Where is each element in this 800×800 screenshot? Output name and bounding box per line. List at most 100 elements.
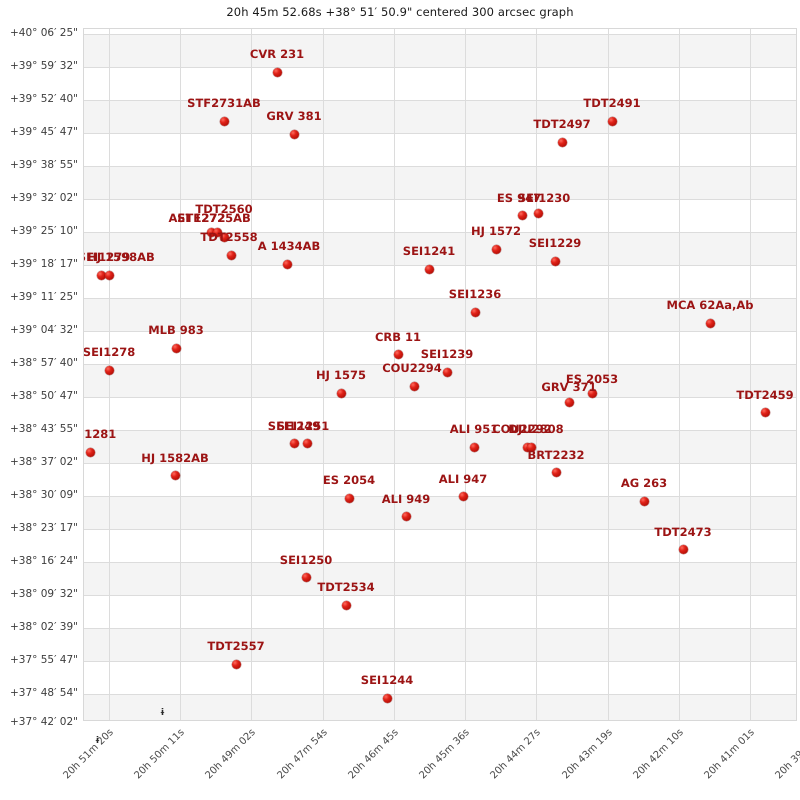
star-label: TDT2491 <box>583 96 641 110</box>
star-label: TDT2558 <box>200 230 258 244</box>
gridline-horizontal <box>84 67 796 68</box>
star-label: GRV 371 <box>541 380 597 394</box>
star-marker[interactable] <box>401 511 411 521</box>
gridline-vertical <box>394 29 395 720</box>
row-band <box>84 496 796 529</box>
star-marker[interactable] <box>550 256 560 266</box>
star-marker[interactable] <box>301 572 311 582</box>
star-marker[interactable] <box>206 227 216 237</box>
star-marker[interactable] <box>219 116 229 126</box>
star-marker[interactable] <box>705 318 715 328</box>
gridline-horizontal <box>84 199 796 200</box>
star-marker[interactable] <box>760 407 770 417</box>
star-marker[interactable] <box>336 388 346 398</box>
star-label: SEI1249 <box>267 419 321 433</box>
star-marker[interactable] <box>424 264 434 274</box>
y-axis-tick-label: +39° 45′ 47" <box>9 126 78 138</box>
gridline-horizontal <box>84 265 796 266</box>
star-marker[interactable] <box>526 442 536 452</box>
gridline-horizontal <box>84 529 796 530</box>
star-marker[interactable] <box>96 270 106 280</box>
gridline-vertical <box>465 29 466 720</box>
star-marker[interactable] <box>289 438 299 448</box>
star-marker[interactable] <box>587 388 597 398</box>
star-label: DJU2808 <box>508 422 564 436</box>
star-marker[interactable] <box>393 349 403 359</box>
row-band <box>84 430 796 463</box>
star-label: TDT2560 <box>195 202 253 216</box>
star-marker[interactable] <box>289 129 299 139</box>
star-label: CRB 11 <box>374 330 422 344</box>
gridline-horizontal <box>84 364 796 365</box>
gridline-horizontal <box>84 628 796 629</box>
y-axis-tick-label: +38° 23′ 17" <box>9 522 78 534</box>
star-marker[interactable] <box>533 208 543 218</box>
star-marker[interactable] <box>557 137 567 147</box>
star-marker[interactable] <box>564 397 574 407</box>
star-marker[interactable] <box>409 381 419 391</box>
star-marker[interactable] <box>607 116 617 126</box>
gridline-horizontal <box>84 463 796 464</box>
y-axis-tick-label: +38° 50′ 47" <box>9 390 78 402</box>
star-marker[interactable] <box>341 600 351 610</box>
star-marker[interactable] <box>470 307 480 317</box>
x-axis-tick-label: 20h 49m 02s <box>203 727 258 782</box>
star-marker[interactable] <box>517 210 527 220</box>
y-axis-tick-label: +38° 57′ 40" <box>9 357 78 369</box>
star-marker[interactable] <box>226 250 236 260</box>
star-marker[interactable] <box>382 693 392 703</box>
row-band <box>84 232 796 265</box>
y-axis-tick-label: +38° 09′ 32" <box>9 588 78 600</box>
star-label: STF2731AB <box>187 96 261 110</box>
y-axis-tick-label: +39° 18′ 17" <box>9 258 78 270</box>
star-marker[interactable] <box>104 270 114 280</box>
star-marker[interactable] <box>282 259 292 269</box>
y-axis-tick-label: +39° 59′ 32" <box>9 60 78 72</box>
star-label: TDT2459 <box>736 388 794 402</box>
star-label: TDT2473 <box>654 525 712 539</box>
star-marker[interactable] <box>491 244 501 254</box>
star-marker[interactable] <box>170 470 180 480</box>
chart-title: 20h 45m 52.68s +38° 51′ 50.9" centered 3… <box>226 5 574 19</box>
row-band <box>84 364 796 397</box>
star-label: HJ 1582AB <box>141 451 209 465</box>
y-axis-tick-label: +39° 32′ 02" <box>9 192 78 204</box>
star-marker[interactable] <box>678 544 688 554</box>
x-axis-tick-label: 20h 44m 27s <box>488 727 543 782</box>
gridline-vertical <box>679 29 680 720</box>
star-marker[interactable] <box>639 496 649 506</box>
gridline-horizontal <box>84 298 796 299</box>
star-marker[interactable] <box>442 367 452 377</box>
star-marker[interactable] <box>104 365 114 375</box>
star-marker[interactable] <box>272 67 282 77</box>
star-marker[interactable] <box>302 438 312 448</box>
star-label: SEI1281 <box>84 427 117 441</box>
star-marker[interactable] <box>171 343 181 353</box>
y-axis-glyph: ɨ <box>160 708 165 718</box>
star-label: STF2725AB <box>177 211 251 225</box>
x-axis-tick-label: 20h 42m 10s <box>631 727 686 782</box>
star-label: SEI1241 <box>402 244 456 258</box>
star-label: AEI 1272 <box>168 211 226 225</box>
star-marker[interactable] <box>469 442 479 452</box>
gridline-vertical <box>536 29 537 720</box>
star-marker[interactable] <box>219 232 229 242</box>
star-label: MLB 983 <box>148 323 204 337</box>
plot-area[interactable]: CVR 231 STF2731AB GRV 381 TDT2491 TDT2497 ES … <box>83 28 797 721</box>
y-axis-tick-label: +37° 55′ 47" <box>9 654 78 666</box>
gridline-horizontal <box>84 100 796 101</box>
x-axis-glyph: ɨ <box>95 736 100 746</box>
gridline-horizontal <box>84 694 796 695</box>
y-axis-tick-label: +38° 37′ 02" <box>9 456 78 468</box>
star-marker[interactable] <box>85 447 95 457</box>
star-marker[interactable] <box>551 467 561 477</box>
star-marker[interactable] <box>212 227 222 237</box>
star-marker[interactable] <box>344 493 354 503</box>
y-axis-tick-label: +38° 43′ 55" <box>9 423 78 435</box>
star-label: HJ 1598AB <box>87 250 155 264</box>
star-marker[interactable] <box>231 659 241 669</box>
star-marker[interactable] <box>458 491 468 501</box>
gridline-vertical <box>323 29 324 720</box>
x-axis-tick-label: 20h 46m 45s <box>346 727 401 782</box>
star-label: ALI 947 <box>438 472 488 486</box>
